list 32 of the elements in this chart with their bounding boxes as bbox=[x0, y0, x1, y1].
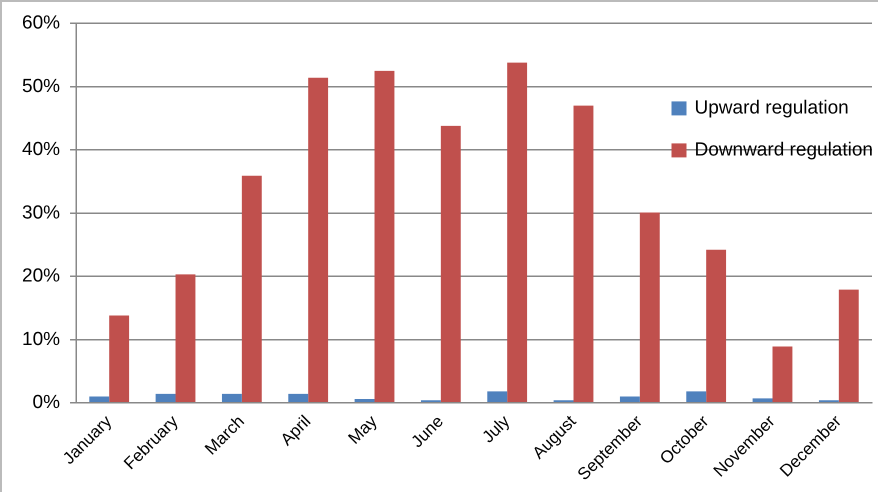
bar bbox=[222, 394, 242, 402]
bar bbox=[374, 70, 394, 402]
bar bbox=[156, 394, 176, 402]
bar bbox=[242, 176, 262, 402]
bar bbox=[89, 396, 110, 402]
y-tick-label: 10% bbox=[22, 328, 60, 350]
bar bbox=[176, 274, 196, 402]
bar bbox=[109, 316, 130, 402]
bar bbox=[706, 250, 726, 402]
bar bbox=[772, 346, 792, 402]
y-tick-label: 30% bbox=[22, 202, 60, 224]
bar bbox=[752, 398, 773, 402]
legend-label: Upward regulation bbox=[694, 98, 849, 119]
x-tick-label: May bbox=[344, 411, 382, 448]
bar bbox=[308, 78, 328, 402]
bar bbox=[507, 62, 528, 402]
legend-label: Downward regulation bbox=[694, 140, 874, 161]
bar bbox=[288, 394, 308, 402]
y-tick-label: 60% bbox=[22, 12, 60, 34]
bar bbox=[574, 106, 594, 402]
y-tick-label: 20% bbox=[22, 266, 60, 287]
y-tick-label: 40% bbox=[22, 139, 60, 160]
y-tick-label: 50% bbox=[22, 76, 60, 97]
x-tick-label: July bbox=[478, 411, 514, 447]
bar bbox=[686, 391, 706, 402]
bar bbox=[838, 290, 859, 402]
y-tick-label: 0% bbox=[32, 392, 60, 414]
bar bbox=[354, 398, 375, 402]
bar bbox=[620, 396, 640, 402]
bar bbox=[640, 212, 660, 402]
bar bbox=[487, 391, 508, 402]
bar bbox=[440, 126, 461, 402]
